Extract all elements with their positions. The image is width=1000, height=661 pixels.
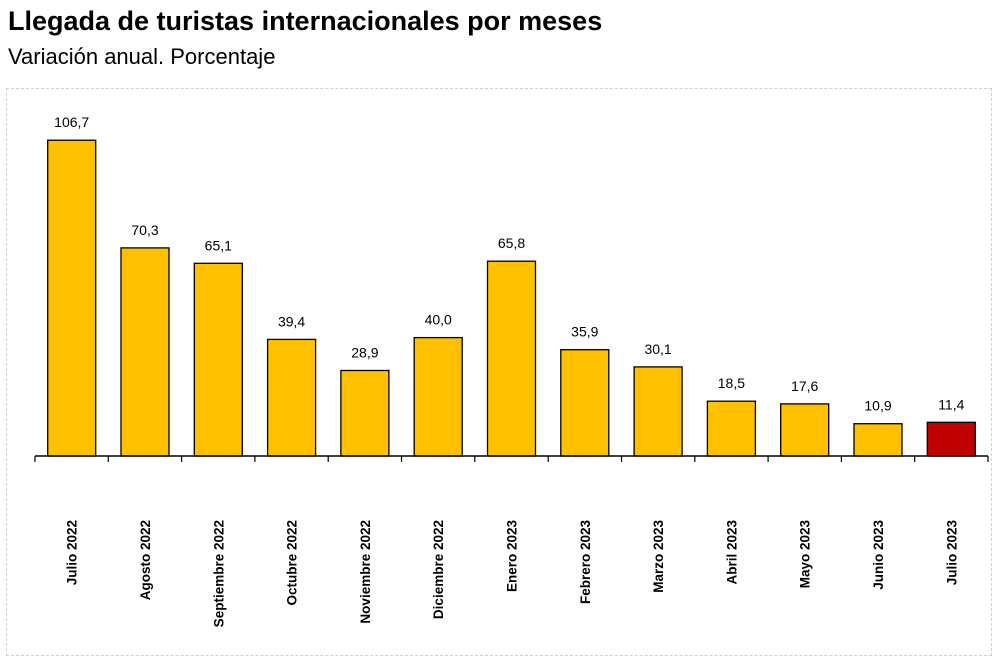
- data-label: 106,7: [54, 114, 89, 130]
- chart-title: Llegada de turistas internacionales por …: [8, 6, 603, 36]
- category-label: Febrero 2023: [578, 520, 593, 605]
- data-label: 35,9: [571, 324, 598, 340]
- category-label: Mayo 2023: [798, 520, 813, 589]
- category-label: Septiembre 2022: [211, 520, 226, 627]
- category-label: Julio 2023: [944, 520, 959, 586]
- data-label: 30,1: [644, 341, 671, 357]
- category-label: Agosto 2022: [138, 520, 153, 600]
- bar-agosto-2022: [120, 247, 170, 457]
- data-label: 65,8: [498, 235, 525, 251]
- category-label: Marzo 2023: [651, 520, 666, 593]
- bar-julio-2022: [47, 139, 97, 457]
- data-label: 18,5: [718, 375, 745, 391]
- data-label: 40,0: [425, 312, 452, 328]
- category-label: Diciembre 2022: [431, 520, 446, 619]
- bar-septiembre-2022: [193, 262, 243, 457]
- bar-enero-2023: [486, 260, 537, 457]
- bar-mayo-2023: [780, 403, 830, 457]
- category-label: Enero 2023: [505, 520, 520, 593]
- category-label: Julio 2022: [65, 520, 80, 585]
- bar-julio-2023: [926, 421, 976, 457]
- bar-diciembre-2022: [413, 336, 463, 457]
- bar-marzo-2023: [633, 366, 683, 457]
- data-label: 39,4: [278, 313, 305, 329]
- category-label: Octubre 2022: [285, 520, 300, 606]
- category-label: Junio 2023: [871, 520, 886, 590]
- bar-abril-2023: [706, 400, 757, 457]
- data-label: 65,1: [205, 237, 232, 253]
- chart-frame: [6, 88, 992, 656]
- bar-noviembre-2022: [340, 369, 390, 457]
- bar-febrero-2023: [560, 349, 610, 457]
- data-label: 28,9: [351, 345, 378, 361]
- bar-junio-2023: [853, 423, 903, 457]
- category-label: Abril 2023: [724, 520, 739, 585]
- bar-octubre-2022: [266, 338, 317, 457]
- data-label: 10,9: [864, 398, 891, 414]
- data-label: 17,6: [791, 378, 818, 394]
- data-label: 70,3: [131, 222, 158, 238]
- category-label: Noviembre 2022: [358, 520, 373, 624]
- data-label: 11,4: [938, 396, 964, 412]
- chart-subtitle: Variación anual. Porcentaje: [8, 44, 276, 69]
